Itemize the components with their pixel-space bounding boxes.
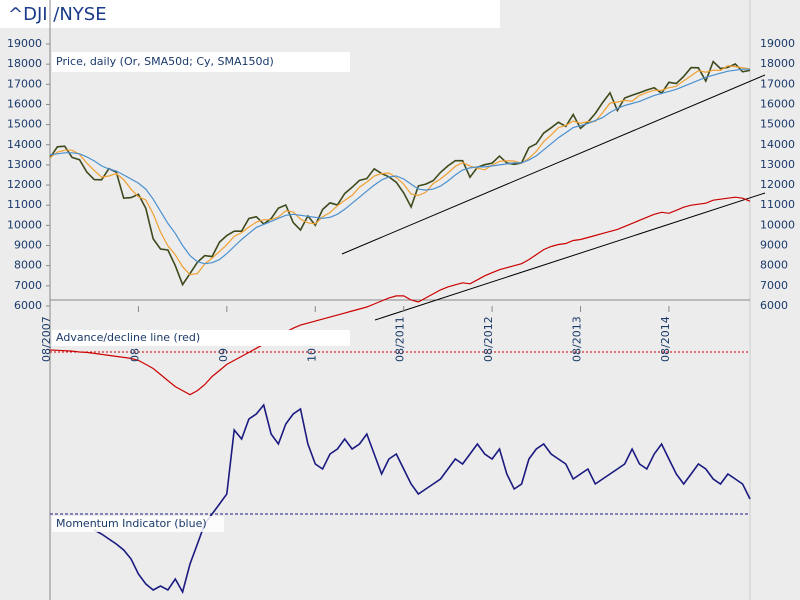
label-box [52,516,224,532]
trend-line [341,74,766,255]
y-tick-label: 6000 [760,299,788,312]
y-tick-label: 7000 [14,279,42,292]
series-line [49,60,751,287]
series-line [49,68,750,265]
label-box [52,330,350,346]
y-tick-label: 16000 [760,97,795,110]
y-tick-label: 14000 [7,138,42,151]
y-tick-label: 11000 [7,198,42,211]
panel-label: Price, daily (Or, SMA50d; Cy, SMA150d) [56,55,274,68]
y-tick-label: 13000 [7,158,42,171]
trend-line [374,192,766,321]
series-line [93,403,751,595]
y-tick-label: 19000 [760,37,795,50]
y-tick-label: 18000 [760,57,795,70]
y-tick-label: 8000 [14,259,42,272]
y-tick-label: 15000 [7,118,42,131]
y-tick-label: 15000 [760,118,795,131]
x-tick-label: 08/2011 [394,316,407,362]
y-tick-label: 11000 [760,198,795,211]
y-tick-label: 14000 [760,138,795,151]
series-line [49,65,751,276]
x-tick-label: 08/2007 [40,316,53,362]
x-tick-label: 08/2014 [659,316,672,362]
y-tick-label: 10000 [760,218,795,231]
label-box [52,52,350,72]
x-tick-label: 08/2012 [482,316,495,362]
x-tick-label: 10 [305,348,318,362]
y-tick-label: 16000 [7,97,42,110]
x-tick-label: 08/2013 [571,316,584,362]
y-tick-label: 13000 [760,158,795,171]
y-tick-label: 6000 [14,299,42,312]
series-line [49,196,751,396]
chart-title: ^DJI /NYSE [8,4,107,25]
y-tick-label: 17000 [7,77,42,90]
x-tick-label: 09 [217,348,230,362]
y-tick-label: 19000 [7,37,42,50]
title-box [0,0,500,28]
y-tick-label: 10000 [7,218,42,231]
y-tick-label: 7000 [760,279,788,292]
x-tick-label: 08 [128,348,141,362]
y-tick-label: 9000 [14,239,42,252]
y-tick-label: 9000 [760,239,788,252]
y-tick-label: 12000 [760,178,795,191]
y-tick-label: 12000 [7,178,42,191]
panel-label: Momentum Indicator (blue) [56,517,207,530]
panel-label: Advance/decline line (red) [56,331,200,344]
y-tick-label: 18000 [7,57,42,70]
y-tick-label: 17000 [760,77,795,90]
y-tick-label: 8000 [760,259,788,272]
